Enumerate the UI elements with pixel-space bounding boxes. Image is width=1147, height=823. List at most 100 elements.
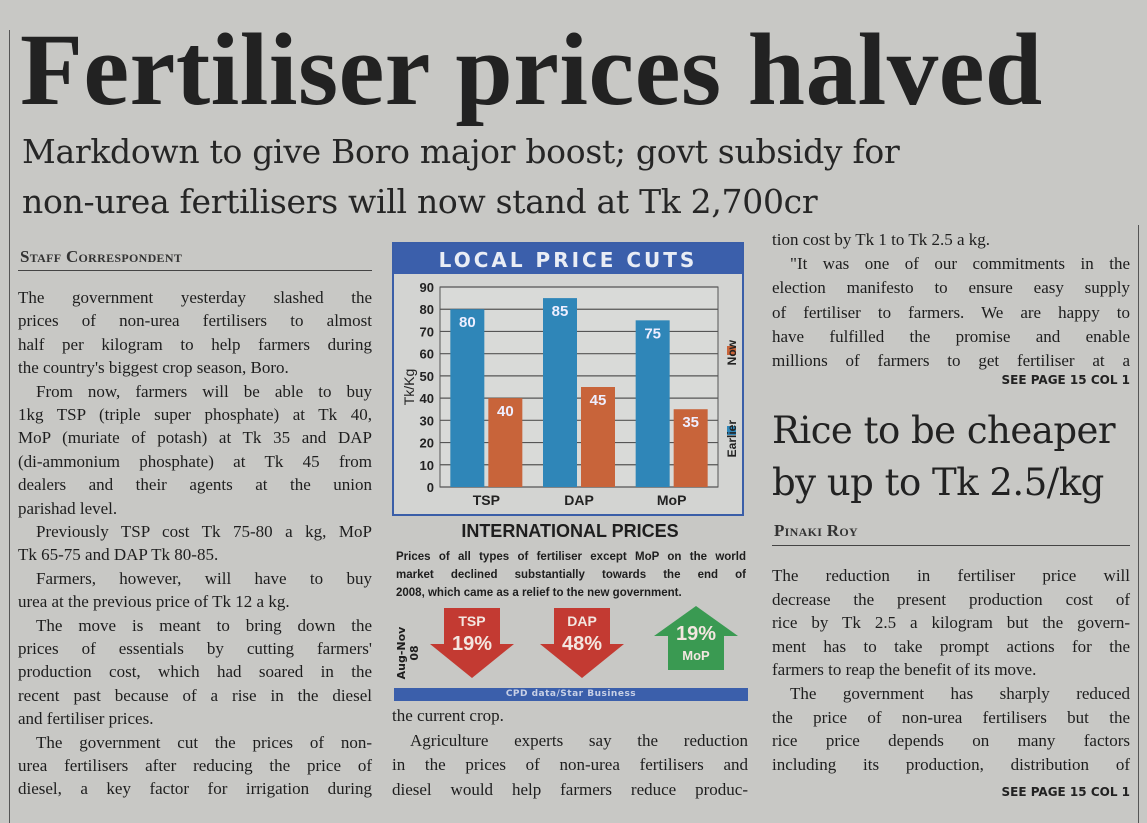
text-line: The move is meant to bring down the bbox=[36, 615, 372, 635]
plot-area bbox=[439, 286, 719, 488]
text-line: the country's biggest crop season, Boro. bbox=[18, 358, 289, 378]
international-desc-3: 2008, which came as a relief to the new … bbox=[396, 587, 682, 599]
arrow-mop-up: 19% MoP bbox=[654, 606, 738, 670]
bar-now-mop bbox=[673, 409, 708, 487]
main-headline: Fertiliser prices halved bbox=[20, 13, 1043, 127]
text-line: parishad level. bbox=[18, 498, 118, 518]
bar-earlier-tsp bbox=[450, 309, 485, 487]
text-line: election manifesto to ensure easy supply bbox=[772, 278, 1130, 298]
y-tick-label: 70 bbox=[420, 324, 434, 339]
arrow-value: 19% bbox=[676, 623, 716, 645]
legend-swatch-now bbox=[727, 346, 736, 355]
text-line: the price of non-urea fertilisers but th… bbox=[772, 707, 1130, 727]
left-border bbox=[9, 30, 10, 823]
y-tick-label: 60 bbox=[420, 347, 434, 362]
text-line: 1kg TSP (triple super phosphate) at Tk 4… bbox=[18, 405, 372, 424]
subheadline-line-2: non-urea fertilisers will now stand at T… bbox=[22, 182, 818, 221]
text-line: rice by Tk 2.5 a kilogram but the govern… bbox=[772, 613, 1130, 633]
text-line: From now, farmers will be able to buy bbox=[36, 381, 372, 401]
text-line: The government cut the prices of non- bbox=[36, 732, 372, 752]
y-tick-label: 90 bbox=[420, 280, 434, 295]
bar-value-label: 40 bbox=[497, 403, 514, 420]
arrow-value: 19% bbox=[452, 633, 492, 655]
text-line: diesel would help farmers reduce produc- bbox=[392, 779, 748, 799]
text-line: urea at the previous price of Tk 12 a kg… bbox=[18, 592, 290, 612]
international-title: INTERNATIONAL PRICES bbox=[461, 521, 679, 541]
bar-earlier-dap bbox=[543, 298, 577, 487]
text-line: diesel, a key factor for irrigation duri… bbox=[18, 779, 372, 799]
text-line: "It was one of our commitments in the bbox=[790, 254, 1130, 274]
y-tick-label: 0 bbox=[427, 480, 434, 495]
bar-chart: 0 10 20 30 40 50 60 70 80 90 Tk/Kg 80 40 TSP 85 45 DAP 75… bbox=[401, 280, 739, 508]
jump-line: SEE PAGE 15 COL 1 bbox=[1001, 373, 1130, 387]
text-line: production cost, which had soared in the bbox=[18, 662, 372, 682]
bar-value-label: 80 bbox=[459, 314, 476, 331]
text-line: farmers to reap the benefit of its move. bbox=[772, 660, 1037, 680]
legend-label-now: Now bbox=[725, 339, 739, 365]
arrow-dap-down: DAP 48% bbox=[540, 608, 624, 678]
legend-label-earlier: Earlier bbox=[725, 420, 739, 458]
arrow-name: TSP bbox=[458, 613, 485, 629]
y-tick-label: 40 bbox=[420, 391, 434, 406]
up-arrow-icon bbox=[654, 606, 738, 670]
text-line: Farmers, however, will have to buy bbox=[36, 568, 372, 588]
international-desc-2: market declined substantially towards th… bbox=[396, 569, 746, 581]
text-line: half per kilogram to help farmers during bbox=[18, 334, 372, 354]
text-line: Agriculture experts say the reduction bbox=[410, 730, 748, 750]
y-tick-label: 80 bbox=[420, 302, 434, 317]
text-line: tion cost by Tk 1 to Tk 2.5 a kg. bbox=[772, 230, 991, 249]
text-line: (di-ammonium phosphate) at Tk 45 from bbox=[18, 451, 372, 471]
second-byline-rule bbox=[772, 545, 1130, 546]
byline-rule bbox=[18, 270, 372, 271]
y-tick-label: 30 bbox=[420, 413, 434, 428]
text-line: Previously TSP cost Tk 75-80 a kg, MoP bbox=[36, 522, 372, 541]
down-arrow-icon bbox=[430, 608, 514, 678]
text-line: MoP (muriate of potash) at Tk 35 and DAP bbox=[18, 428, 372, 448]
text-line: ment has to take prompt actions for the bbox=[772, 636, 1130, 656]
text-line: prices of essentials by cutting farmers' bbox=[18, 639, 372, 658]
text-line: The reduction in fertiliser price will bbox=[772, 566, 1130, 585]
bar-now-tsp bbox=[488, 398, 523, 487]
y-tick-label: 20 bbox=[420, 436, 434, 451]
bar-value-label: 85 bbox=[552, 303, 569, 320]
second-byline: Pinaki Roy bbox=[774, 521, 858, 540]
text-line: the current crop. bbox=[392, 706, 504, 725]
bar-value-label: 35 bbox=[682, 414, 699, 431]
arrow-value: 48% bbox=[562, 633, 602, 655]
bar-earlier-mop bbox=[635, 320, 670, 487]
x-tick-label: DAP bbox=[564, 492, 594, 508]
bar-value-label: 75 bbox=[644, 325, 661, 342]
text-line: in the prices of non-urea fertilisers an… bbox=[392, 755, 748, 774]
arrow-name: MoP bbox=[682, 648, 710, 663]
international-desc-1: Prices of all types of fertiliser except… bbox=[396, 551, 746, 563]
source-credit: CPD data/Star Business bbox=[394, 688, 748, 701]
subheadline-line-1: Markdown to give Boro major boost; govt … bbox=[22, 132, 900, 171]
chart-title: LOCAL PRICE CUTS bbox=[394, 244, 742, 274]
y-tick-label: 50 bbox=[420, 369, 434, 384]
text-line: recent past because of a rise in the die… bbox=[18, 685, 372, 705]
text-line: and fertiliser prices. bbox=[18, 709, 154, 729]
arrow-tsp-down: TSP 19% bbox=[430, 608, 514, 678]
second-jump-line: SEE PAGE 15 COL 1 bbox=[1001, 785, 1130, 799]
text-line: Tk 65-75 and DAP Tk 80-85. bbox=[18, 545, 219, 565]
byline: Staff Correspondent bbox=[20, 247, 183, 266]
text-line: of fertiliser to farmers. We are happy t… bbox=[772, 302, 1130, 322]
y-axis-label: Tk/Kg bbox=[401, 369, 417, 406]
second-headline-line-2: by up to Tk 2.5/kg bbox=[772, 461, 1104, 504]
text-line: rice price depends on many factors bbox=[772, 731, 1130, 751]
down-arrow-icon bbox=[540, 608, 624, 678]
text-line: dealers and their agents at the union bbox=[18, 475, 372, 495]
bar-value-label: 45 bbox=[590, 392, 607, 409]
right-border bbox=[1138, 225, 1139, 823]
text-line: have fulfilled the promise and enable bbox=[772, 326, 1130, 346]
text-line: The government yesterday slashed the bbox=[18, 288, 372, 307]
legend-swatch-earlier bbox=[727, 426, 736, 435]
x-tick-label: MoP bbox=[657, 492, 687, 508]
text-line: urea fertilisers after reducing the pric… bbox=[18, 756, 372, 775]
arrow-name: DAP bbox=[567, 613, 597, 629]
bar-now-dap bbox=[581, 387, 615, 487]
second-headline-line-1: Rice to be cheaper bbox=[772, 409, 1116, 452]
period-label: Aug-Nov 08 bbox=[395, 626, 421, 680]
text-line: including its production, distribution o… bbox=[772, 754, 1130, 774]
text-line: The government has sharply reduced bbox=[790, 684, 1130, 703]
